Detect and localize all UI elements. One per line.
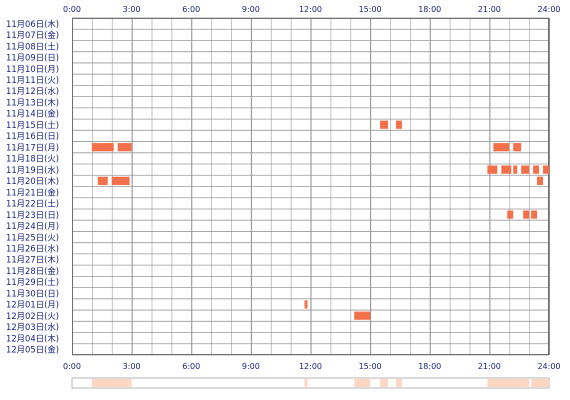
day-label: 12月04日(木) — [6, 333, 59, 343]
day-label: 11月06日(木) — [6, 19, 59, 29]
summary-bar — [354, 379, 371, 387]
activity-bars — [91, 120, 549, 320]
summary-bar — [111, 379, 130, 387]
day-axis-labels: 11月06日(木)11月07日(金)11月08日(土)11月09日(日)11月1… — [6, 19, 59, 355]
time-tick-label-top: 15:00 — [359, 5, 382, 14]
activity-bar — [111, 176, 130, 185]
activity-bar — [493, 143, 510, 152]
activity-bar — [507, 210, 514, 219]
day-label: 11月12日(水) — [6, 86, 59, 96]
summary-bar — [395, 379, 402, 387]
summary-bar — [531, 379, 538, 387]
time-tick-label-top: 12:00 — [299, 5, 322, 14]
time-tick-label-top: 18:00 — [418, 5, 441, 14]
summary-bar — [97, 379, 108, 387]
activity-bar — [543, 165, 549, 174]
activity-bar — [117, 143, 132, 152]
activity-bar — [304, 300, 308, 309]
time-axis-labels: 0:00 0:00 3:00 3:00 6:00 6:00 9:00 9:00 12:00 12:… — [63, 5, 561, 371]
summary-bar — [523, 379, 530, 387]
day-label: 12月02日(火) — [6, 311, 59, 321]
activity-bar — [523, 210, 530, 219]
time-tick-label-top: 6:00 — [182, 5, 200, 14]
day-label: 11月18日(火) — [6, 154, 59, 164]
day-label: 11月19日(水) — [6, 165, 59, 175]
day-label: 11月25日(火) — [6, 232, 59, 242]
time-tick-label-bottom: 6:00 — [182, 362, 200, 371]
activity-bar — [380, 120, 389, 129]
day-label: 11月09日(日) — [6, 53, 59, 63]
activity-bar — [521, 165, 530, 174]
day-label: 11月23日(日) — [6, 210, 59, 220]
summary-bar — [507, 379, 514, 387]
time-tick-label-bottom: 12:00 — [299, 362, 322, 371]
time-tick-label-top: 9:00 — [242, 5, 260, 14]
activity-bar — [97, 176, 108, 185]
summary-bar — [501, 379, 512, 387]
day-label: 11月14日(金) — [6, 109, 59, 119]
activity-bar — [487, 165, 498, 174]
time-tick-label-bottom: 9:00 — [242, 362, 260, 371]
plot-border — [72, 18, 549, 355]
activity-bar — [501, 165, 512, 174]
activity-bar — [513, 143, 522, 152]
day-label: 11月28日(金) — [6, 266, 59, 276]
day-label: 11月07日(金) — [6, 30, 59, 40]
day-label: 12月05日(金) — [6, 345, 59, 355]
day-label: 11月15日(土) — [6, 120, 59, 130]
activity-bar — [531, 210, 538, 219]
day-label: 11月27日(木) — [6, 255, 59, 265]
summary-bar — [380, 379, 389, 387]
summary-bar — [543, 379, 549, 387]
day-label: 11月13日(木) — [6, 97, 59, 107]
day-label: 11月21日(金) — [6, 187, 59, 197]
activity-bar — [395, 120, 402, 129]
day-label: 12月03日(水) — [6, 322, 59, 332]
activity-bar — [513, 165, 518, 174]
day-label: 11月30日(日) — [6, 288, 59, 298]
summary-bar — [537, 379, 544, 387]
summary-strip — [71, 377, 550, 389]
activity-bar — [91, 143, 114, 152]
day-label: 11月29日(土) — [6, 277, 59, 287]
day-label: 11月16日(日) — [6, 131, 59, 141]
time-tick-label-bottom: 15:00 — [359, 362, 382, 371]
time-tick-label-bottom: 18:00 — [418, 362, 441, 371]
summary-bar — [487, 379, 498, 387]
activity-bar — [533, 165, 540, 174]
time-tick-label-top: 24:00 — [537, 5, 560, 14]
summary-strip-frame — [71, 377, 550, 389]
summary-bar — [513, 379, 518, 387]
day-label: 11月10日(月) — [6, 64, 59, 74]
activity-bar — [354, 311, 371, 320]
time-tick-label-top: 21:00 — [478, 5, 501, 14]
time-tick-label-bottom: 24:00 — [537, 362, 560, 371]
day-label: 11月26日(水) — [6, 243, 59, 253]
day-label: 11月20日(木) — [6, 176, 59, 186]
day-label: 11月22日(土) — [6, 199, 59, 209]
day-label: 11月08日(土) — [6, 41, 59, 51]
day-label: 11月11日(火) — [6, 75, 59, 85]
time-tick-label-bottom: 3:00 — [123, 362, 141, 371]
summary-bar — [304, 379, 308, 387]
time-tick-label-top: 0:00 — [63, 5, 81, 14]
day-label: 12月01日(月) — [6, 300, 59, 310]
time-tick-label-bottom: 21:00 — [478, 362, 501, 371]
time-tick-label-bottom: 0:00 — [63, 362, 81, 371]
day-label: 11月17日(月) — [6, 142, 59, 152]
time-tick-label-top: 3:00 — [123, 5, 141, 14]
chart-grid — [72, 17, 550, 356]
day-label: 11月24日(月) — [6, 221, 59, 231]
activity-bar — [537, 176, 544, 185]
